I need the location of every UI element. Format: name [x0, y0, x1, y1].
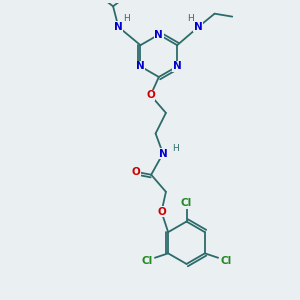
Text: O: O — [157, 207, 166, 217]
Text: N: N — [114, 22, 123, 32]
Text: Cl: Cl — [221, 256, 232, 266]
Text: N: N — [136, 61, 145, 71]
Text: N: N — [154, 30, 163, 40]
Text: N: N — [173, 61, 182, 71]
Text: Cl: Cl — [181, 198, 192, 208]
Text: Cl: Cl — [141, 256, 152, 266]
Text: N: N — [159, 148, 167, 158]
Text: H: H — [187, 14, 194, 22]
Text: O: O — [131, 167, 140, 177]
Text: N: N — [194, 22, 203, 32]
Text: O: O — [146, 90, 155, 100]
Text: H: H — [172, 144, 179, 153]
Text: H: H — [123, 14, 130, 23]
